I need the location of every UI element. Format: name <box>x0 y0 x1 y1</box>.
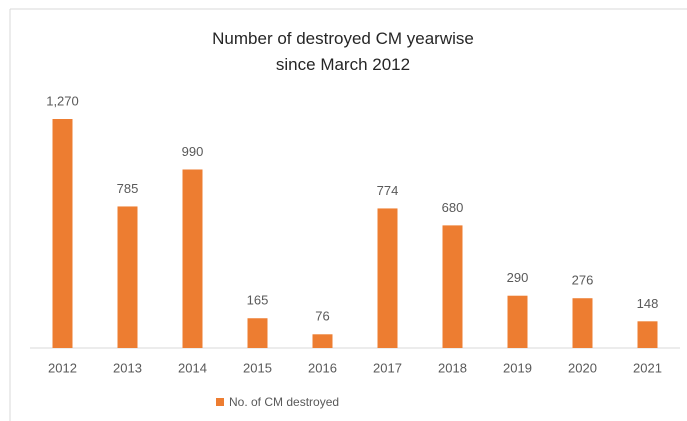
bar <box>377 208 398 348</box>
bar <box>247 318 268 348</box>
x-tick-label: 2012 <box>48 360 77 375</box>
x-tick-label: 2013 <box>113 360 142 375</box>
data-label: 290 <box>507 270 529 285</box>
bar <box>637 321 658 348</box>
data-label: 165 <box>247 293 269 308</box>
data-label: 1,270 <box>46 93 79 108</box>
legend-swatch <box>216 398 224 406</box>
chart-title: Number of destroyed CM yearwise since Ma… <box>212 29 474 74</box>
x-tick-label: 2014 <box>178 360 207 375</box>
data-label: 76 <box>315 309 329 324</box>
data-label: 148 <box>637 296 659 311</box>
bar <box>182 169 203 348</box>
bar <box>507 295 528 348</box>
legend-label: No. of CM destroyed <box>229 395 339 409</box>
data-label: 785 <box>117 181 139 196</box>
bar <box>52 119 73 348</box>
x-tick-label: 2021 <box>633 360 662 375</box>
data-label: 680 <box>442 200 464 215</box>
x-tick-label: 2015 <box>243 360 272 375</box>
x-tick-label: 2018 <box>438 360 467 375</box>
bar <box>312 334 333 348</box>
data-label: 990 <box>182 144 204 159</box>
x-tick-label: 2017 <box>373 360 402 375</box>
bar <box>572 298 593 348</box>
x-tick-label: 2020 <box>568 360 597 375</box>
data-label: 774 <box>377 183 399 198</box>
bar <box>117 206 138 348</box>
bar <box>442 225 463 348</box>
x-tick-label: 2019 <box>503 360 532 375</box>
x-tick-label: 2016 <box>308 360 337 375</box>
data-label: 276 <box>572 273 594 288</box>
